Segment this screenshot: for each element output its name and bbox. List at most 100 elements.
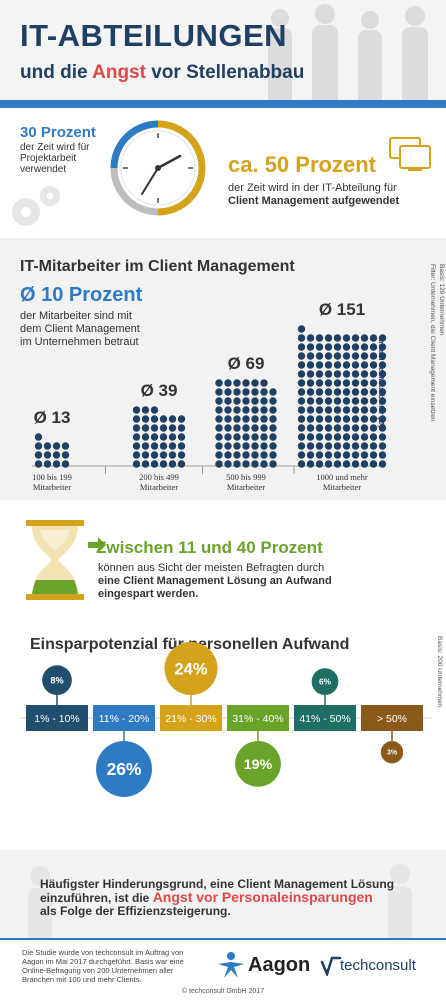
bar-dot bbox=[297, 343, 306, 351]
bar-dot bbox=[168, 460, 177, 468]
bar-dot bbox=[351, 442, 360, 450]
bar-dot bbox=[150, 451, 159, 459]
bar-dot bbox=[315, 334, 324, 342]
bar-dot bbox=[215, 460, 223, 468]
bar-dot bbox=[360, 388, 369, 396]
bar-dot bbox=[306, 424, 315, 432]
bar-dot bbox=[360, 406, 369, 414]
bar-dot bbox=[369, 415, 378, 423]
bar-dot bbox=[306, 379, 315, 387]
bar-dot bbox=[224, 388, 232, 396]
bar-dot bbox=[260, 451, 268, 459]
bar-dot bbox=[315, 406, 324, 414]
bar-dot bbox=[351, 406, 360, 414]
bar-dot bbox=[333, 442, 342, 450]
bar-dot bbox=[333, 415, 342, 423]
bar-dot bbox=[333, 334, 342, 342]
bar-dot bbox=[342, 424, 351, 432]
bar-dot bbox=[342, 460, 351, 468]
bar-dot bbox=[369, 424, 378, 432]
value-label: 6% bbox=[319, 677, 332, 687]
bar-dot bbox=[34, 442, 43, 450]
bar-dot bbox=[297, 415, 306, 423]
bar-dot bbox=[378, 433, 387, 441]
bar-dot bbox=[333, 451, 342, 459]
bar-dot bbox=[141, 424, 150, 432]
bar-dot bbox=[369, 388, 378, 396]
bar-dot bbox=[159, 424, 168, 432]
bar-dot bbox=[132, 424, 141, 432]
bar-dot bbox=[177, 460, 186, 468]
bar-dot bbox=[269, 433, 277, 441]
range-box bbox=[160, 705, 222, 731]
bar-dot bbox=[251, 433, 259, 441]
bar-dot bbox=[378, 361, 387, 369]
bar-dot bbox=[306, 433, 315, 441]
bar-dot bbox=[369, 460, 378, 468]
range-box bbox=[294, 705, 356, 731]
bar-dot bbox=[150, 406, 159, 414]
bar-dot bbox=[34, 451, 43, 459]
bar-dot bbox=[351, 361, 360, 369]
bar-dot bbox=[369, 352, 378, 360]
bar-dot bbox=[233, 379, 241, 387]
bar-dot bbox=[351, 388, 360, 396]
bar-dot bbox=[269, 415, 277, 423]
savings-value: Zwischen 11 und 40 Prozent bbox=[96, 538, 323, 557]
bar-dot bbox=[224, 406, 232, 414]
range-label: 11% - 20% bbox=[99, 713, 150, 725]
bar-dot bbox=[177, 424, 186, 432]
bar-dot bbox=[360, 433, 369, 441]
bar-dot bbox=[360, 379, 369, 387]
bar-dot bbox=[315, 424, 324, 432]
bar-dot bbox=[260, 442, 268, 450]
bar-dot bbox=[333, 343, 342, 351]
bar-dot bbox=[378, 460, 387, 468]
bar-dot bbox=[378, 397, 387, 405]
bar-dot bbox=[333, 388, 342, 396]
bar-dot bbox=[251, 379, 259, 387]
bar-dot bbox=[260, 379, 268, 387]
bar-dot bbox=[315, 460, 324, 468]
bar-dot bbox=[306, 442, 315, 450]
bar-dot bbox=[342, 343, 351, 351]
range-box bbox=[93, 705, 155, 731]
bar-dot bbox=[260, 388, 268, 396]
bar-dot bbox=[215, 433, 223, 441]
bar-dot bbox=[132, 451, 141, 459]
bar-dot bbox=[177, 442, 186, 450]
bar-dot bbox=[360, 361, 369, 369]
bar-dot bbox=[297, 388, 306, 396]
bar-dot bbox=[378, 451, 387, 459]
bar-dot bbox=[141, 451, 150, 459]
aagon-logo-icon bbox=[218, 952, 244, 978]
bar-dot bbox=[324, 370, 333, 378]
range-box bbox=[26, 705, 88, 731]
range-label: 31% - 40% bbox=[232, 713, 283, 725]
gear-icon bbox=[12, 186, 60, 226]
bar-dot bbox=[242, 406, 250, 414]
bar-dot bbox=[150, 424, 159, 432]
bar-dot bbox=[333, 460, 342, 468]
bar-dot bbox=[333, 424, 342, 432]
category-label: 200 bis 499 bbox=[139, 472, 179, 482]
bar-dot bbox=[306, 415, 315, 423]
bar-dot bbox=[378, 406, 387, 414]
bar-dot bbox=[369, 334, 378, 342]
bar-dot bbox=[224, 442, 232, 450]
copyright: © techconsult GmbH 2017 bbox=[181, 988, 265, 995]
techconsult-logo-text: techconsult bbox=[340, 957, 416, 974]
bar-dot bbox=[324, 361, 333, 369]
bar-dot bbox=[233, 433, 241, 441]
bar-dot bbox=[224, 460, 232, 468]
value-label: 26% bbox=[107, 759, 142, 779]
bar-dot bbox=[43, 442, 52, 450]
bar-dot bbox=[224, 451, 232, 459]
bar-dot bbox=[351, 379, 360, 387]
bar-dot bbox=[141, 433, 150, 441]
bar-dot bbox=[351, 334, 360, 342]
category-label: Mitarbeiter bbox=[227, 482, 265, 492]
bar-dot bbox=[351, 433, 360, 441]
bar-dot bbox=[324, 334, 333, 342]
bar-dot bbox=[324, 397, 333, 405]
